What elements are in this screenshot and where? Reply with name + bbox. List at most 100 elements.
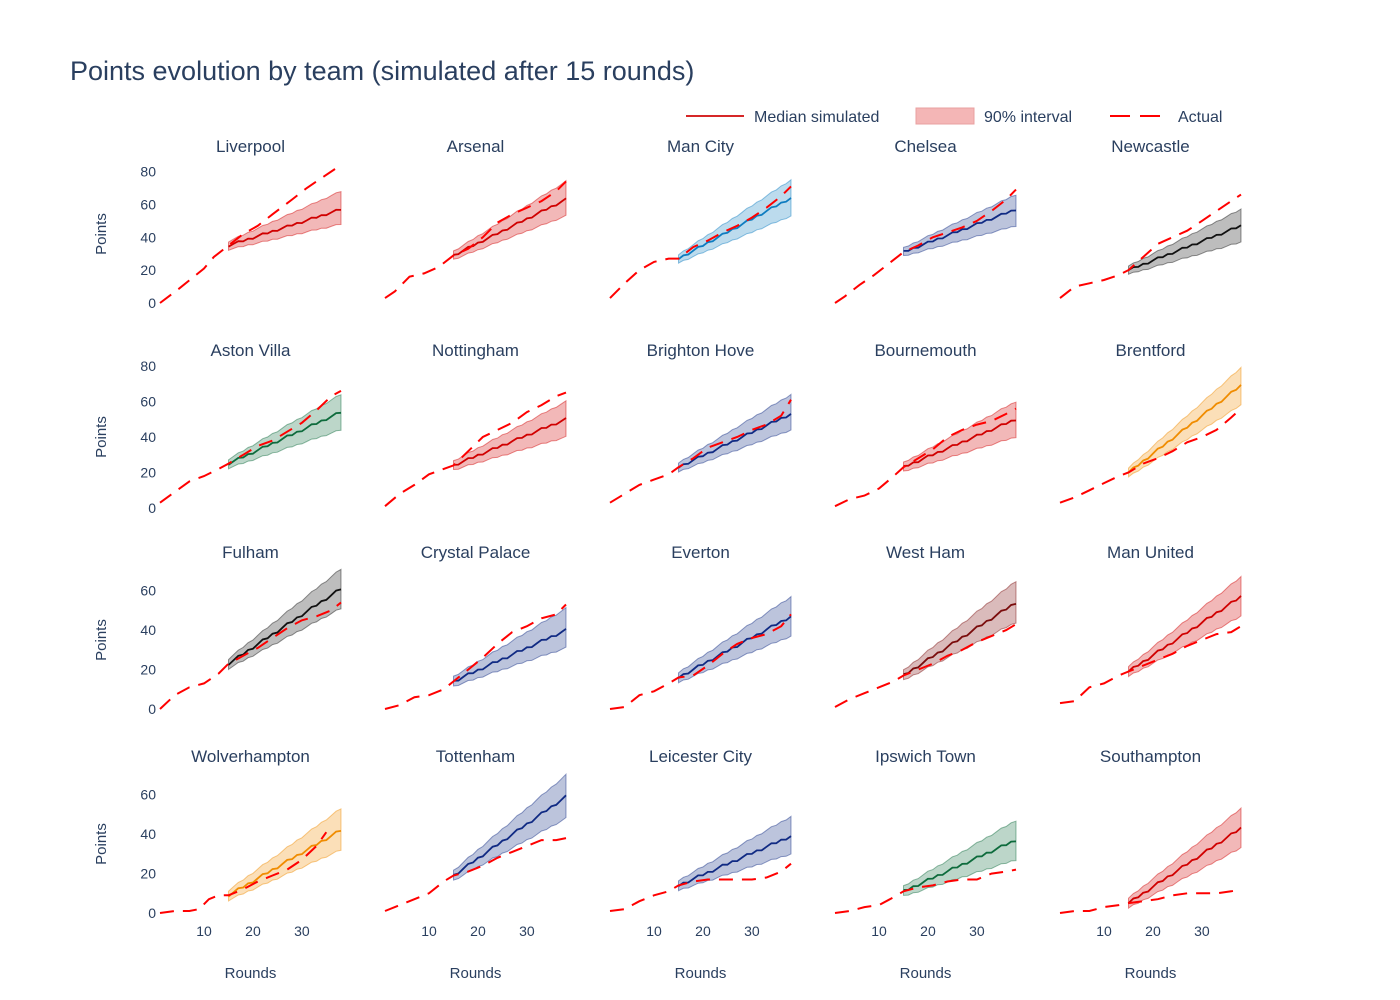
median-line [903, 419, 1017, 467]
median-line [227, 411, 342, 466]
median-line [903, 840, 1017, 891]
panel-leicester-city: Leicester City 10 20 30 Rounds [609, 747, 792, 982]
panel-wolverhampton: Wolverhampton 0 20 40 60 Points 10 20 30 Rounds [93, 747, 342, 982]
actual-line [159, 390, 342, 504]
panel-arsenal: Arsenal [384, 137, 567, 299]
y-tick-label: 40 [140, 229, 156, 245]
legend-item-90-interval[interactable]: 90% interval [915, 107, 1072, 126]
legend-item-actual[interactable]: Actual [1110, 109, 1222, 126]
interval-band [678, 178, 792, 264]
interval-band [453, 772, 567, 881]
actual-line [384, 180, 567, 299]
legend[interactable]: Median simulated 90% interval Actual [686, 107, 1222, 126]
chart-title: Points evolution by team (simulated afte… [70, 56, 694, 86]
actual-line [1059, 407, 1242, 504]
panel-title: Arsenal [447, 137, 505, 156]
panel-title: Everton [671, 543, 730, 562]
interval-band [453, 606, 567, 687]
panel-ipswich-town: Ipswich Town 10 20 30 Rounds [834, 747, 1017, 982]
x-tick-label: 10 [1096, 923, 1112, 939]
median-line [677, 835, 792, 887]
y-tick-label: 0 [148, 905, 156, 921]
y-tick-label: 80 [140, 164, 156, 180]
interval-band [228, 190, 342, 252]
x-tick-label: 10 [646, 923, 662, 939]
panel-title: Bournemouth [874, 341, 976, 360]
panel-title: Leicester City [649, 747, 752, 766]
panel-title: Wolverhampton [191, 747, 310, 766]
legend-label: 90% interval [984, 109, 1072, 126]
legend-item-median-simulated[interactable]: Median simulated [686, 109, 879, 126]
panel-title: Ipswich Town [875, 747, 976, 766]
y-tick-label: 40 [140, 429, 156, 445]
y-axis-title: Points [93, 619, 110, 661]
actual-line [609, 613, 792, 710]
x-tick-label: 30 [969, 923, 985, 939]
panel-crystal-palace: Crystal Palace [384, 543, 567, 710]
interval-band [903, 194, 1017, 257]
y-tick-label: 20 [140, 866, 156, 882]
actual-line [384, 837, 567, 912]
panel-title: Tottenham [436, 747, 515, 766]
median-line [1128, 224, 1242, 271]
panel-southampton: Southampton 10 20 30 Rounds [1059, 747, 1242, 982]
y-tick-label: 60 [140, 394, 156, 410]
x-tick-label: 10 [421, 923, 437, 939]
actual-line [834, 407, 1017, 508]
panel-fulham: Fulham 0 20 40 60 Points [93, 543, 342, 717]
median-line [453, 794, 567, 876]
median-line [1127, 384, 1242, 474]
y-tick-label: 40 [140, 826, 156, 842]
y-tick-label: 60 [140, 787, 156, 803]
x-tick-label: 20 [470, 923, 486, 939]
median-line [227, 830, 342, 898]
y-tick-label: 20 [140, 262, 156, 278]
panel-chelsea: Chelsea [834, 137, 1017, 304]
actual-line [384, 391, 567, 507]
actual-line [834, 188, 1017, 304]
y-axis-title: Points [93, 823, 110, 865]
panel-title: Brentford [1116, 341, 1186, 360]
panel-title: Nottingham [432, 341, 519, 360]
interval-band [228, 808, 342, 902]
y-tick-label: 0 [148, 701, 156, 717]
panel-title: Liverpool [216, 137, 285, 156]
panel-title: Brighton Hove [647, 341, 755, 360]
interval-band [903, 820, 1017, 896]
actual-line [384, 603, 567, 710]
panel-title: Man United [1107, 543, 1194, 562]
panel-man-city: Man City [609, 137, 792, 299]
interval-band [678, 815, 792, 892]
actual-line [609, 862, 792, 912]
panel-title: Aston Villa [210, 341, 291, 360]
panel-title: Newcastle [1111, 137, 1189, 156]
x-tick-label: 20 [1145, 923, 1161, 939]
x-tick-label: 20 [920, 923, 936, 939]
legend-label: Median simulated [754, 109, 879, 126]
actual-line [159, 831, 328, 914]
panel-brighton-hove: Brighton Hove [609, 341, 792, 504]
panel-man-united: Man United [1059, 543, 1242, 705]
interval-band [228, 394, 342, 470]
x-axis-title: Rounds [225, 965, 277, 982]
x-tick-label: 20 [695, 923, 711, 939]
panel-title: Southampton [1100, 747, 1201, 766]
median-line [903, 209, 1017, 252]
median-line [903, 603, 1017, 675]
panel-west-ham: West Ham [834, 543, 1017, 708]
median-line [453, 417, 567, 466]
panel-title: Man City [667, 137, 735, 156]
x-axis-title: Rounds [675, 965, 727, 982]
panel-bournemouth: Bournemouth [834, 341, 1017, 508]
y-tick-label: 20 [140, 662, 156, 678]
median-line [227, 588, 342, 666]
panel-tottenham: Tottenham 10 20 30 Rounds [384, 747, 567, 982]
y-tick-label: 80 [140, 358, 156, 374]
median-line [677, 413, 792, 469]
panel-liverpool: Liverpool 0 20 40 60 80 Points [93, 137, 342, 311]
panel-title: West Ham [886, 543, 965, 562]
y-tick-label: 0 [148, 295, 156, 311]
median-line [228, 208, 342, 248]
y-tick-label: 60 [140, 196, 156, 212]
